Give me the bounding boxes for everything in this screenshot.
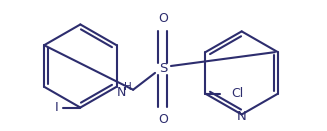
Text: O: O xyxy=(158,12,168,25)
Text: H: H xyxy=(124,82,132,92)
Text: I: I xyxy=(55,101,58,114)
Text: N: N xyxy=(237,110,247,123)
Text: O: O xyxy=(158,113,168,126)
Text: N: N xyxy=(116,86,126,99)
Text: Cl: Cl xyxy=(231,87,244,100)
Text: S: S xyxy=(159,62,167,75)
